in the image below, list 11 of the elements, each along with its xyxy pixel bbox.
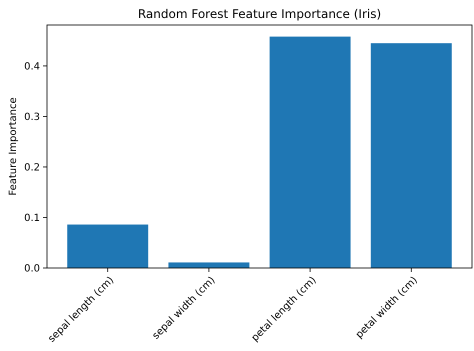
y-tick-label: 0.2 <box>24 162 40 174</box>
bar <box>168 262 250 268</box>
y-axis-title: Feature Importance <box>8 97 19 196</box>
bar <box>370 43 452 268</box>
y-tick-label: 0.4 <box>24 61 40 72</box>
y-tick-label: 0.0 <box>24 264 40 274</box>
bar <box>270 36 351 268</box>
bar <box>67 224 148 268</box>
chart-title: Random Forest Feature Importance (Iris) <box>138 7 382 21</box>
y-tick-label: 0.1 <box>24 212 40 224</box>
y-tick-label: 0.3 <box>24 112 40 123</box>
